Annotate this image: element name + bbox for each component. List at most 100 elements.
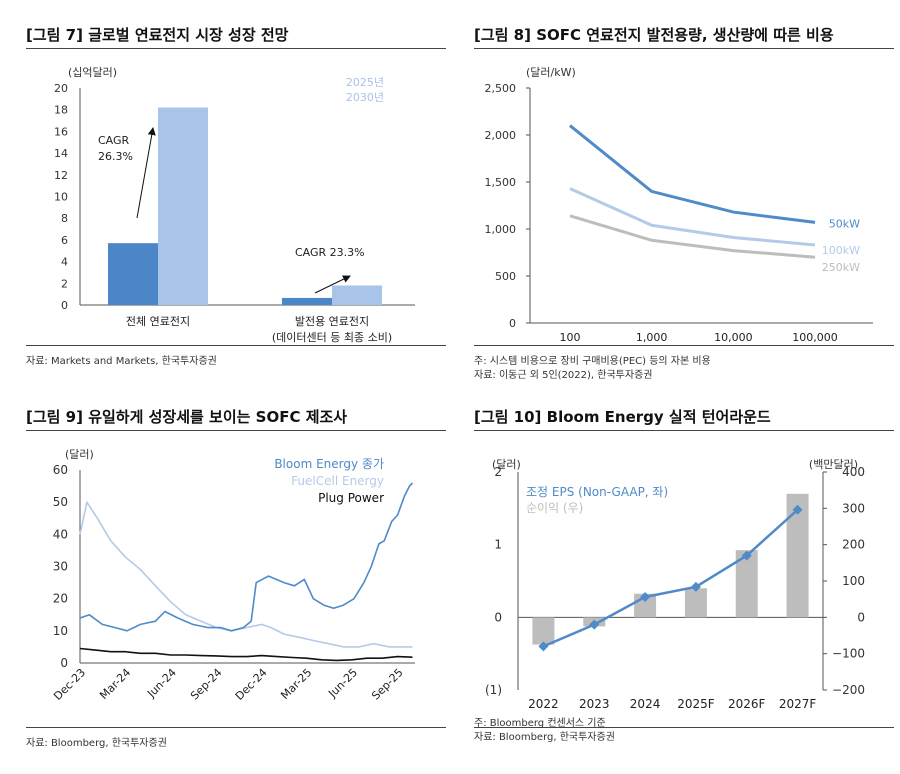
fig9-xtick-label: Sep-24 bbox=[188, 666, 225, 703]
fig8-series-label: 100kW bbox=[822, 244, 860, 257]
fig10-ytick-left-label: 1 bbox=[494, 538, 502, 552]
fig7-ytick-label: 16 bbox=[54, 125, 68, 138]
fig7-category-sublabel: (데이터센터 등 최종 소비) bbox=[272, 331, 392, 344]
fig8-series-label: 250kW bbox=[822, 261, 860, 274]
fig9-ytick-label: 50 bbox=[53, 495, 68, 509]
fig7-category-label: 전체 연료전지 bbox=[126, 315, 190, 328]
fig9-xtick-label: Jun-25 bbox=[325, 666, 360, 701]
fig8-xtick-label: 10,000 bbox=[714, 331, 753, 344]
fig9-ytick-label: 0 bbox=[60, 656, 68, 670]
fig10-xtick-label: 2024 bbox=[630, 697, 661, 711]
fig10-note: 주: Bloomberg 컨센서스 기준 bbox=[474, 718, 606, 729]
fig9-bottom-rule bbox=[26, 727, 446, 728]
fig10-ytick-left-label: 2 bbox=[494, 465, 502, 479]
fig7-legend-2025: 2025년 bbox=[346, 76, 384, 89]
fig10-eps-point bbox=[538, 641, 549, 652]
fig10-eps-point bbox=[640, 591, 651, 602]
fig10-ytick-right-label: −100 bbox=[832, 647, 865, 661]
fig7-ytick-label: 4 bbox=[61, 256, 68, 269]
fig8-title: [그림 8] SOFC 연료전지 발전용량, 생산량에 따른 비용 bbox=[474, 26, 834, 44]
fig10-ytick-left-label: 0 bbox=[494, 610, 502, 624]
fig7-ytick-label: 20 bbox=[54, 82, 68, 95]
fig10-eps-point bbox=[589, 619, 600, 630]
fig8-series-label: 50kW bbox=[829, 217, 860, 230]
fig9-legend-plug: Plug Power bbox=[318, 491, 384, 505]
fig7-bar bbox=[108, 243, 158, 305]
fig8-source: 자료: 이동근 외 5인(2022), 한국투자증권 bbox=[474, 370, 653, 381]
fig9-top-rule bbox=[26, 430, 446, 431]
fig7-legend-2030: 2030년 bbox=[346, 91, 384, 104]
fig9-xtick-label: Dec-23 bbox=[51, 666, 88, 703]
fig9-ytick-label: 40 bbox=[53, 527, 68, 541]
panel-fig7: [그림 7] 글로벌 연료전지 시장 성장 전망 (십억달러) 0 2 4 6 8 10 12… bbox=[20, 18, 446, 388]
fig7-category-label: 발전용 연료전지 bbox=[295, 315, 369, 328]
fig8-ytick-label: 1,500 bbox=[485, 176, 517, 189]
fig10-ytick-right-label: 100 bbox=[842, 574, 865, 588]
fig8-top-rule bbox=[474, 48, 894, 49]
fig10-top-rule bbox=[474, 430, 894, 431]
fig8-ytick-label: 2,500 bbox=[485, 82, 517, 95]
fig10-eps-point bbox=[741, 550, 752, 561]
fig7-ytick-label: 14 bbox=[54, 147, 68, 160]
panel-fig9: [그림 9] 유일하게 성장세를 보이는 SOFC 제조사 (달러) 0 10 20 3… bbox=[20, 400, 446, 770]
fig7-unit-label: (십억달러) bbox=[68, 66, 117, 79]
fig10-unit-label-right: (백만달러) bbox=[809, 458, 858, 471]
panel-fig10: [그림 10] Bloom Energy 실적 턴어라운드 (달러) (백만달러)… bbox=[468, 400, 894, 770]
fig7-ytick-label: 6 bbox=[61, 234, 68, 247]
fig10-title: [그림 10] Bloom Energy 실적 턴어라운드 bbox=[474, 408, 771, 426]
fig8-series-line bbox=[569, 124, 816, 224]
fig7-ytick-label: 10 bbox=[54, 191, 68, 204]
fig9-series-line bbox=[79, 647, 413, 662]
fig10-xtick-label: 2023 bbox=[579, 697, 610, 711]
fig10-xtick-label: 2027F bbox=[779, 697, 817, 711]
fig7-annotation-arrow bbox=[314, 275, 351, 294]
fig10-chart: (달러) (백만달러) (1) 0 1 2 −200 −100 0 100 200 300 400 202… bbox=[485, 458, 865, 711]
fig9-xtick-label: Jun-24 bbox=[144, 666, 179, 701]
fig8-note: 주: 시스템 비용으로 장비 구매비용(PEC) 등의 자본 비용 bbox=[474, 356, 711, 367]
fig10-legend-eps: 조정 EPS (Non-GAAP, 좌) bbox=[526, 485, 668, 499]
fig9-xtick-label: Mar-25 bbox=[278, 666, 314, 702]
fig10-bar bbox=[735, 550, 758, 618]
fig10-ytick-right-label: 300 bbox=[842, 501, 865, 515]
fig9-ytick-label: 20 bbox=[53, 592, 68, 606]
fig7-bar bbox=[332, 285, 382, 305]
fig9-xtick-label: Dec-24 bbox=[233, 666, 270, 703]
fig10-xtick-label: 2022 bbox=[528, 697, 559, 711]
fig7-title: [그림 7] 글로벌 연료전지 시장 성장 전망 bbox=[26, 26, 289, 44]
fig10-ytick-left-label: (1) bbox=[485, 683, 502, 697]
fig8-ytick-label: 1,000 bbox=[485, 223, 517, 236]
fig7-ytick-label: 2 bbox=[61, 277, 68, 290]
fig7-annotation-arrow bbox=[136, 127, 156, 219]
fig10-ytick-right-label: 400 bbox=[842, 465, 865, 479]
fig10-unit-label-left: (달러) bbox=[492, 458, 521, 471]
fig7-bar bbox=[158, 107, 208, 305]
fig10-eps-line bbox=[542, 508, 799, 648]
fig7-chart: (십억달러) 0 2 4 6 8 10 12 14 16 18 20 전체 연료전지 발전용 연료전지 (데… bbox=[54, 66, 415, 344]
fig10-xtick-label: 2026F bbox=[728, 697, 766, 711]
fig10-bar bbox=[684, 588, 707, 618]
fig9-legend-bloom: Bloom Energy 종가 bbox=[274, 457, 384, 471]
fig9-chart: (달러) 0 10 20 30 40 50 60 Dec-23 Mar-24 Jun-24 Sep-2… bbox=[51, 448, 415, 703]
fig10-eps-point bbox=[792, 504, 803, 515]
fig7-ytick-label: 8 bbox=[61, 212, 68, 225]
fig7-bar bbox=[282, 297, 332, 305]
fig7-top-rule bbox=[26, 48, 446, 49]
fig7-bottom-rule bbox=[26, 345, 446, 346]
fig8-xtick-label: 100,000 bbox=[792, 331, 838, 344]
fig10-xtick-label: 2025F bbox=[677, 697, 715, 711]
fig10-ytick-right-label: 0 bbox=[857, 610, 865, 624]
fig9-ytick-label: 60 bbox=[53, 463, 68, 477]
fig7-annotation-text: 26.3% bbox=[98, 150, 133, 163]
fig8-chart: (달러/kW) 0 500 1,000 1,500 2,000 2,500 100 1,000 1… bbox=[485, 66, 873, 344]
fig7-ytick-label: 18 bbox=[54, 104, 68, 117]
fig8-xtick-label: 100 bbox=[560, 331, 581, 344]
fig7-annotation-text: CAGR bbox=[98, 134, 130, 147]
panel-fig8: [그림 8] SOFC 연료전지 발전용량, 생산량에 따른 비용 (달러/kW… bbox=[468, 18, 894, 388]
fig8-ytick-label: 500 bbox=[495, 270, 516, 283]
fig9-xtick-label: Mar-24 bbox=[97, 666, 133, 702]
fig9-series-line bbox=[79, 482, 414, 632]
fig8-ytick-label: 2,000 bbox=[485, 129, 517, 142]
fig8-series-line bbox=[569, 214, 816, 259]
fig9-ytick-label: 30 bbox=[53, 560, 68, 574]
fig10-ytick-right-label: −200 bbox=[832, 683, 865, 697]
